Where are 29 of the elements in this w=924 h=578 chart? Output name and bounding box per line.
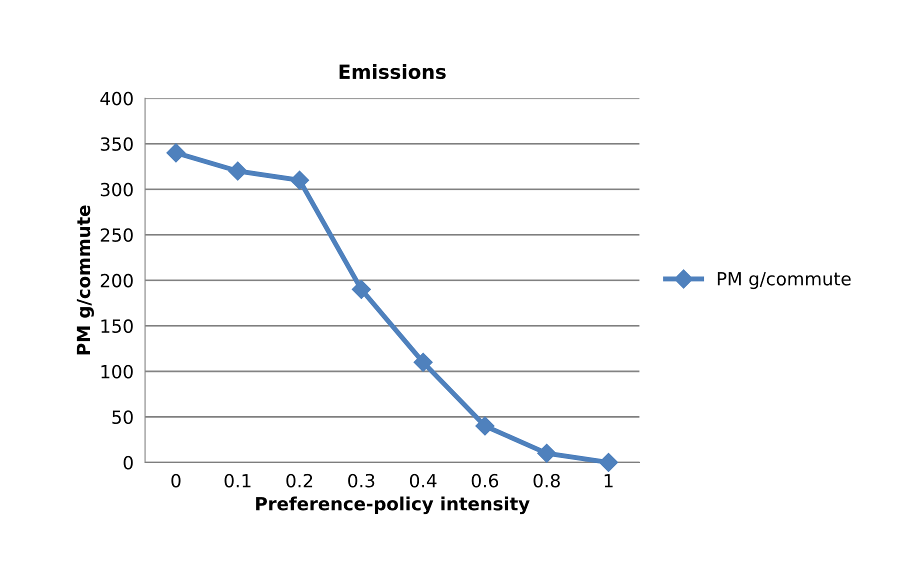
point (352, 280, 371, 299)
x-axis-title: Preference-policy intensity (256, 496, 530, 514)
point (475, 416, 494, 436)
y-axis-title: PM g/commute (76, 205, 94, 354)
point (598, 452, 618, 472)
y-tick-label: 200 (100, 274, 133, 288)
y-tick-label: 400 (100, 92, 133, 106)
y-tick-label: 150 (101, 319, 133, 333)
x-tick-label: 0.3 (348, 474, 374, 488)
x-tick-label: 0.4 (410, 474, 436, 488)
y-tick-label: 350 (100, 137, 133, 151)
legend-label: PM g/commute (718, 272, 851, 290)
point (414, 352, 433, 372)
y-tick-label: 100 (101, 364, 133, 378)
x-tick-label: 0.2 (286, 474, 312, 488)
chart-title: Emissions (340, 64, 446, 80)
x-tick-label: 0.1 (224, 474, 250, 488)
x-tick-label: 1 (604, 474, 613, 488)
y-tick-label: 250 (100, 228, 133, 242)
point (228, 162, 248, 181)
y-tick-label: 0 (124, 456, 133, 470)
x-tick-label: 0.6 (472, 474, 498, 488)
point (166, 143, 186, 162)
point (537, 444, 556, 463)
point (290, 170, 310, 190)
y-tick-label: 50 (112, 410, 133, 424)
x-tick-label: 0.8 (534, 474, 560, 488)
x-tick-label: 0 (171, 474, 181, 488)
y-tick-label: 300 (100, 182, 133, 196)
